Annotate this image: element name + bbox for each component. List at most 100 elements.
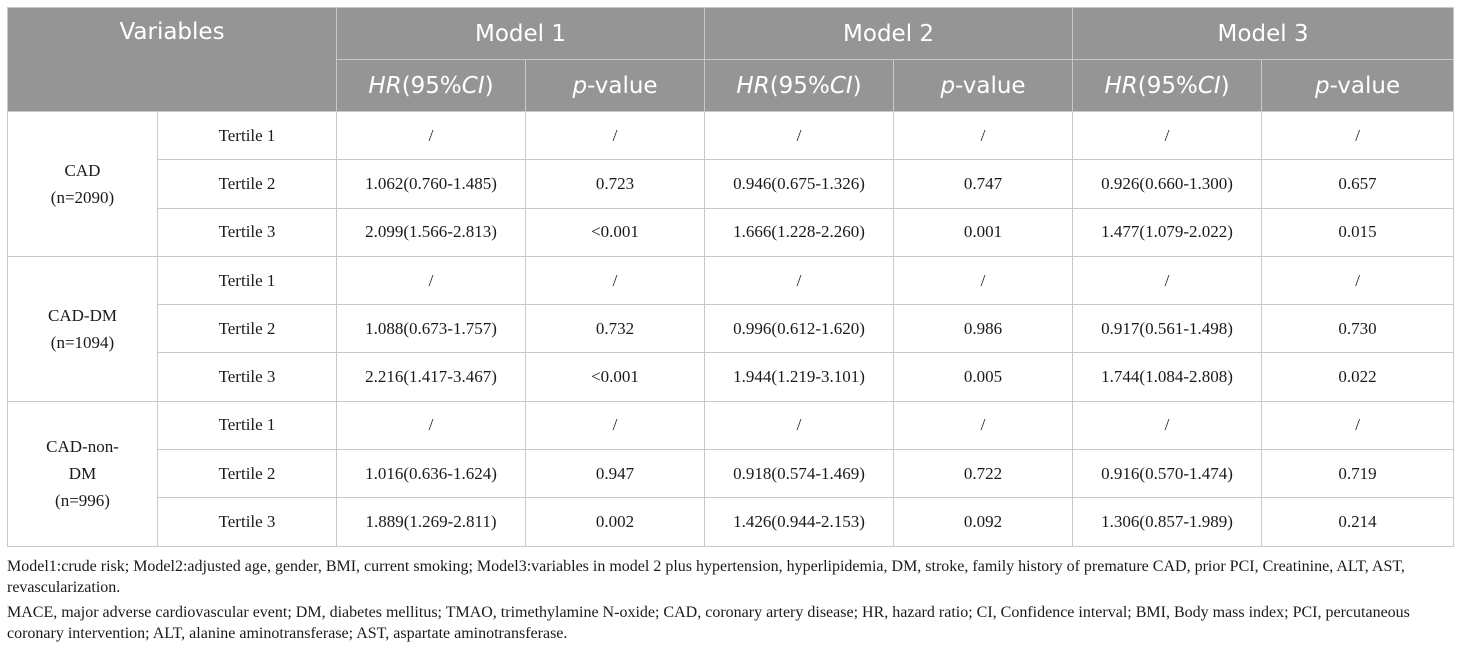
p-suffix: -value: [1329, 72, 1401, 99]
p-cell: 0.732: [525, 304, 706, 354]
tertile-label: Tertile 3: [156, 207, 338, 257]
group-label-cad: CAD (n=2090): [7, 111, 158, 257]
table-row: Tertile 2 1.088(0.673-1.757) 0.732 0.996…: [8, 304, 1455, 354]
header-row-stats: HR(95%CI) p-value HR(95%CI) p-value HR(9…: [8, 59, 1455, 112]
hr-cell: 1.062(0.760-1.485): [336, 159, 527, 209]
p-cell: 0.719: [1261, 449, 1455, 499]
p-cell: /: [525, 110, 706, 161]
hr-label: HR: [736, 72, 770, 99]
p-suffix: -value: [955, 72, 1026, 99]
p-cell: 0.747: [893, 159, 1074, 209]
hr-cell: 0.926(0.660-1.300): [1072, 159, 1263, 209]
footnote-models: Model1:crude risk; Model2:adjusted age, …: [7, 557, 1405, 597]
p-label: p: [572, 72, 588, 99]
table-row: Tertile 3 1.889(1.269-2.811) 0.002 1.426…: [8, 497, 1455, 547]
hr-label: HR: [368, 72, 402, 99]
hr-cell: 1.426(0.944-2.153): [704, 497, 895, 547]
group-n: (n=2090): [50, 187, 115, 207]
hr-cell: /: [336, 255, 527, 306]
p-cell: /: [1261, 400, 1455, 451]
hr-suffix: ): [1220, 72, 1230, 99]
hr-cell: /: [704, 400, 895, 451]
group-n: (n=996): [55, 491, 110, 511]
model-1-header: Model 1: [336, 7, 706, 60]
hr-cell: 1.477(1.079-2.022): [1072, 207, 1263, 257]
group-n: (n=1094): [50, 332, 115, 352]
table-footnotes: Model1:crude risk; Model2:adjusted age, …: [7, 556, 1453, 645]
p-cell: <0.001: [525, 352, 706, 402]
table-row: CAD-DM (n=1094) Tertile 1 / / / / / /: [7, 255, 1455, 402]
results-table-container: Variables Model 1 Model 2 Model 3 HR(95%…: [6, 7, 1455, 648]
hr-cell: 1.306(0.857-1.989): [1072, 497, 1263, 547]
hr-suffix: ): [484, 72, 494, 99]
p-cell: /: [893, 110, 1074, 161]
hr-cell: 2.099(1.566-2.813): [336, 207, 527, 257]
footnote-abbreviations: MACE, major adverse cardiovascular event…: [7, 603, 1410, 643]
table-row: CAD (n=2090) Tertile 1 / / / / / /: [7, 110, 1455, 257]
hazard-ratio-table: Variables Model 1 Model 2 Model 3 HR(95%…: [6, 7, 1455, 547]
hr-suffix: ): [852, 72, 862, 99]
hr-ci-header: HR(95%CI): [336, 59, 527, 112]
p-cell: 0.214: [1261, 497, 1455, 547]
p-cell: 0.986: [893, 304, 1074, 354]
p-cell: 0.723: [525, 159, 706, 209]
p-value-header: p-value: [1261, 59, 1455, 112]
tertile-label: Tertile 2: [156, 159, 338, 209]
hr-cell: 2.216(1.417-3.467): [336, 352, 527, 402]
p-cell: /: [1261, 255, 1455, 306]
p-label: p: [1314, 72, 1330, 99]
table-row: Tertile 2 1.062(0.760-1.485) 0.723 0.946…: [8, 159, 1455, 209]
p-cell: <0.001: [525, 207, 706, 257]
tertile-label: Tertile 2: [156, 449, 338, 499]
hr-cell: 1.016(0.636-1.624): [336, 449, 527, 499]
table-row: Tertile 3 2.099(1.566-2.813) <0.001 1.66…: [8, 207, 1455, 257]
p-cell: 0.730: [1261, 304, 1455, 354]
p-cell: /: [1261, 110, 1455, 161]
hr-cell: /: [704, 110, 895, 161]
hr-cell: /: [336, 400, 527, 451]
model-2-header: Model 2: [704, 7, 1074, 60]
p-value-header: p-value: [893, 59, 1074, 112]
p-cell: 0.092: [893, 497, 1074, 547]
table-row: Tertile 3 2.216(1.417-3.467) <0.001 1.94…: [8, 352, 1455, 402]
p-cell: /: [893, 255, 1074, 306]
hr-cell: 1.088(0.673-1.757): [336, 304, 527, 354]
hr-middle: (95%: [769, 72, 830, 99]
model-3-header: Model 3: [1072, 7, 1455, 60]
p-cell: 0.015: [1261, 207, 1455, 257]
p-cell: 0.722: [893, 449, 1074, 499]
group-label-cad-dm: CAD-DM (n=1094): [7, 255, 158, 402]
p-label: p: [940, 72, 956, 99]
p-value-header: p-value: [525, 59, 706, 112]
hr-cell: 0.918(0.574-1.469): [704, 449, 895, 499]
p-cell: 0.005: [893, 352, 1074, 402]
hr-cell: 1.944(1.219-3.101): [704, 352, 895, 402]
variables-header: Variables: [6, 7, 338, 112]
hr-cell: /: [336, 110, 527, 161]
tertile-label: Tertile 1: [156, 255, 338, 306]
group-name: CAD-DM: [48, 305, 117, 325]
hr-cell: 0.996(0.612-1.620): [704, 304, 895, 354]
table-row: CAD-non- DM (n=996) Tertile 1 / / / / / /: [7, 400, 1455, 547]
tertile-label: Tertile 1: [156, 400, 338, 451]
tertile-label: Tertile 2: [156, 304, 338, 354]
p-cell: /: [893, 400, 1074, 451]
tertile-label: Tertile 3: [156, 497, 338, 547]
hr-cell: /: [704, 255, 895, 306]
table-row: Tertile 2 1.016(0.636-1.624) 0.947 0.918…: [8, 449, 1455, 499]
hr-cell: 1.744(1.084-2.808): [1072, 352, 1263, 402]
hr-ci-header: HR(95%CI): [704, 59, 895, 112]
p-cell: 0.947: [525, 449, 706, 499]
hr-ci-header: HR(95%CI): [1072, 59, 1263, 112]
group-label-cad-non-dm: CAD-non- DM (n=996): [7, 400, 158, 547]
tertile-label: Tertile 3: [156, 352, 338, 402]
header-row-models: Variables Model 1 Model 2 Model 3: [6, 7, 1455, 112]
hr-cell: /: [1072, 255, 1263, 306]
hr-cell: 1.889(1.269-2.811): [336, 497, 527, 547]
group-name: CAD: [64, 160, 101, 180]
ci-label: CI: [1197, 72, 1221, 99]
p-cell: 0.001: [893, 207, 1074, 257]
p-suffix: -value: [587, 72, 658, 99]
hr-cell: /: [1072, 400, 1263, 451]
p-cell: 0.002: [525, 497, 706, 547]
